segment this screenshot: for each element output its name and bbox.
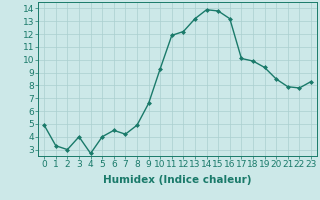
X-axis label: Humidex (Indice chaleur): Humidex (Indice chaleur) [103,175,252,185]
